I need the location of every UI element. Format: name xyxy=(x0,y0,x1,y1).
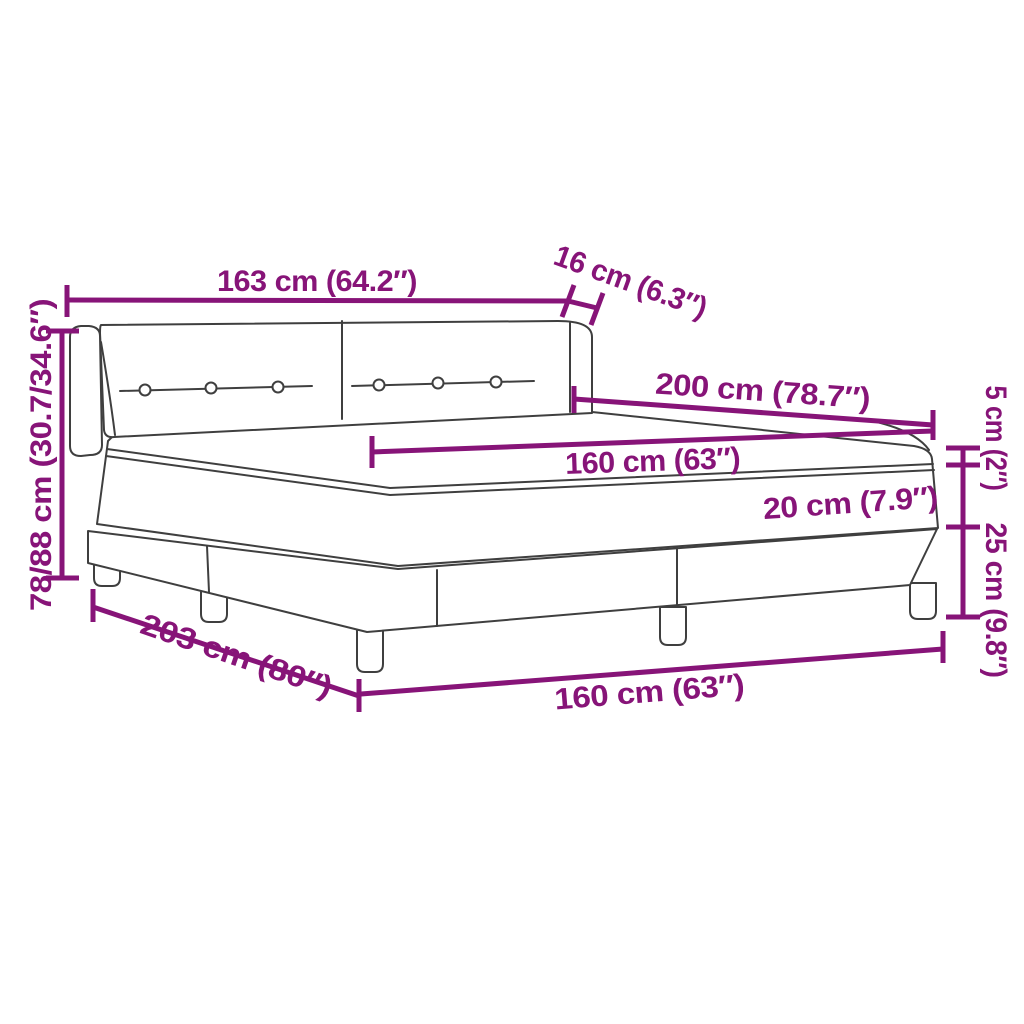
dim-line-headboard-width xyxy=(66,297,569,304)
dim-line-frame-width xyxy=(360,646,944,697)
topper-seam xyxy=(105,455,935,496)
headboard-panel xyxy=(99,320,593,439)
dim-line-frame-length xyxy=(92,604,360,699)
dim-tick xyxy=(588,292,606,326)
headboard-wing xyxy=(69,325,103,457)
label-mattress-width: 160 cm (63″) xyxy=(565,442,741,481)
tufting-button xyxy=(372,378,386,392)
bed-base xyxy=(87,528,938,633)
dim-line-mattress-width xyxy=(371,428,934,455)
topper-seam xyxy=(106,448,934,489)
label-headboard-width: 163 cm (64.2″) xyxy=(217,265,417,298)
label-headboard-side-depth: 16 cm (6.3″) xyxy=(549,239,711,325)
label-base-height: 25 cm (9.8″) xyxy=(979,523,1012,678)
tufting-button xyxy=(271,380,285,394)
base-seam xyxy=(206,545,210,593)
headboard-wing-curve xyxy=(100,341,116,436)
bed-leg xyxy=(659,606,687,646)
bed-leg xyxy=(909,582,937,620)
label-frame-length: 203 cm (80″) xyxy=(136,608,336,704)
dim-line-headboard-depth xyxy=(567,298,598,311)
tufting-button xyxy=(431,376,445,390)
tufting-button xyxy=(204,381,218,395)
bed-drawing xyxy=(69,320,939,673)
bed-leg xyxy=(356,629,384,673)
label-topper-height: 5 cm (2″) xyxy=(979,386,1012,491)
dim-line-bed-length xyxy=(573,396,934,428)
tufting-button xyxy=(489,375,503,389)
label-total-height: 78/88 cm (30.7/34.6″) xyxy=(25,299,58,611)
tufting-button xyxy=(138,383,152,397)
dimension-lines xyxy=(46,284,980,712)
